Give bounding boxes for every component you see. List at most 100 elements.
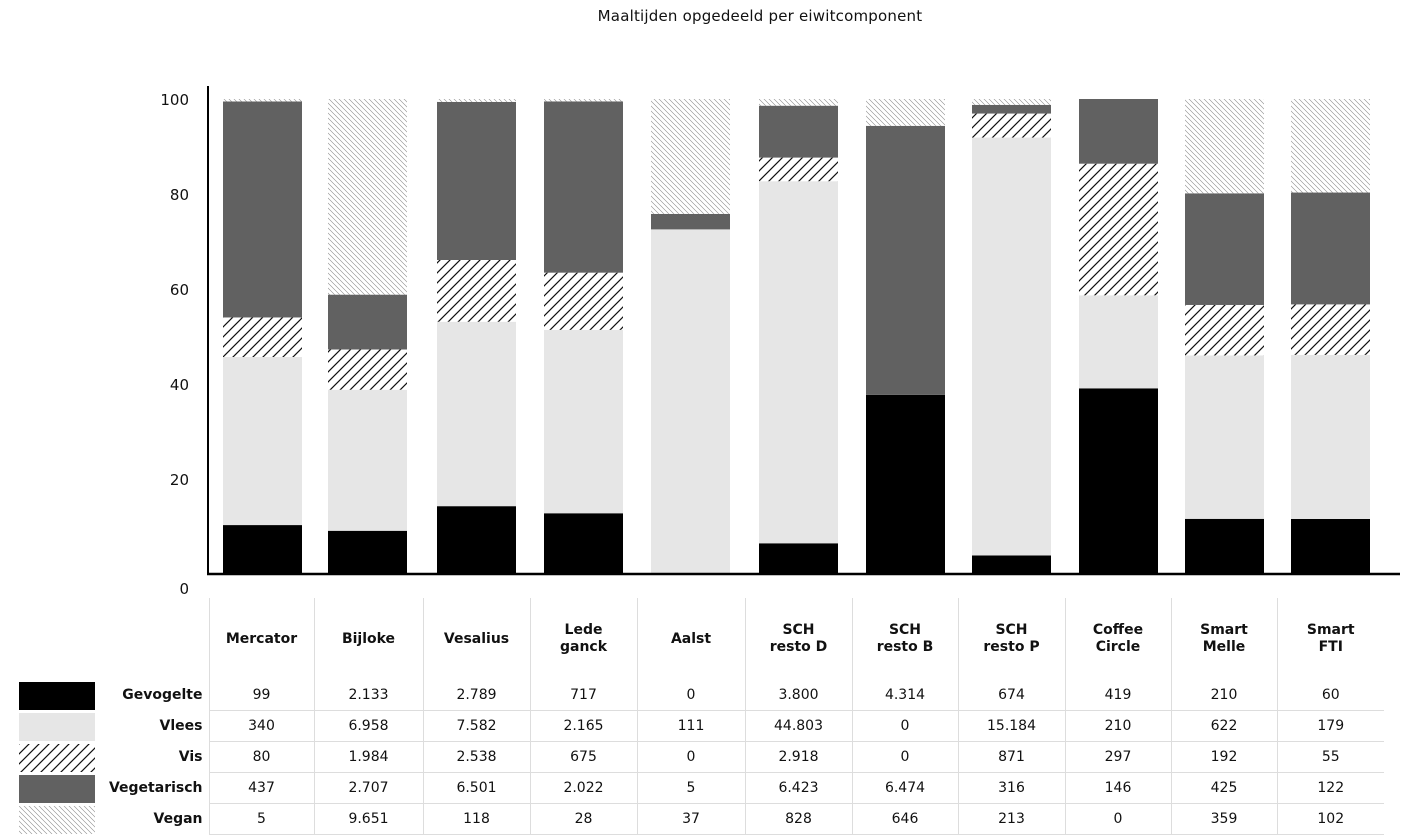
bar-segment-mercator-vegan [223, 99, 302, 102]
table-cell: 122 [1276, 772, 1384, 804]
table-cell: 2.022 [529, 772, 637, 804]
bar-segment-sch-resto-p-gevogelte [972, 555, 1051, 574]
series-label: Vegan [153, 811, 203, 827]
bar-segment-vesalius-gevogelte [437, 506, 516, 574]
bar-segment-smart-melle-vegetarisch [1185, 193, 1264, 305]
column-header-sch-resto-d: SCH resto D [744, 598, 852, 680]
column-header-smart-melle: Smart Melle [1170, 598, 1277, 680]
table-cell: 0 [851, 741, 958, 773]
table-cell: 5 [208, 803, 314, 835]
table-row-vegan: Vegan 5 9.651 118 28 37 828 646 213 0 359 102 [0, 803, 1384, 835]
bar-segment-aalst-vegetarisch [651, 213, 730, 230]
series-label: Vlees [159, 718, 203, 734]
bar-segment-sch-resto-d-vlees [759, 181, 838, 544]
table-cell: 419 [1064, 680, 1171, 711]
bar-segment-lede-ganck-vegetarisch [544, 101, 623, 273]
y-tick-label: 40 [170, 376, 189, 394]
bar-segment-aalst-vlees [651, 229, 730, 574]
table-cell: 3.800 [744, 680, 852, 711]
column-header-line: Mercator [225, 630, 298, 647]
table-cell: 80 [208, 741, 314, 773]
bar-segment-sch-resto-b-vegetarisch [866, 125, 945, 395]
table-cell: 6.501 [422, 772, 530, 804]
table-cell: 146 [1064, 772, 1171, 804]
column-header-mercator: Mercator [208, 598, 314, 680]
column-header-line: Bijloke [341, 630, 396, 647]
bar-segment-bijloke-vis [328, 349, 407, 390]
column-header-line: Coffee [1092, 622, 1144, 638]
bar-segment-bijloke-vegetarisch [328, 294, 407, 350]
table-cell: 4.314 [851, 680, 958, 711]
legend-swatch-vegetarisch [19, 774, 95, 803]
bar-segment-sch-resto-b-vegan [866, 99, 945, 126]
y-tick-label: 60 [170, 281, 189, 299]
table-row-vegetarisch: Vegetarisch 437 2.707 6.501 2.022 5 6.423 6.474… [0, 772, 1384, 804]
column-header-line: SCH [888, 622, 922, 638]
legend-swatch-cell [0, 711, 100, 742]
table-cell: 316 [957, 772, 1065, 804]
chart-title: Maaltijden opgedeeld per eiwitcomponent [597, 7, 923, 25]
table-cell: 55 [1276, 741, 1384, 773]
column-header-lede-ganck: Lede ganck [529, 598, 637, 680]
bar-segment-coffee-circle-vegetarisch [1079, 99, 1158, 164]
bar-segment-sch-resto-d-vegetarisch [759, 105, 838, 158]
column-header-line: resto P [983, 639, 1040, 655]
bar-segment-coffee-circle-gevogelte [1079, 388, 1158, 574]
legend-swatch-cell [0, 742, 100, 773]
table-cell: 0 [636, 741, 745, 773]
table-row-vis: Vis 80 1.984 2.538 675 0 2.918 0 871 297 192 55 [0, 741, 1384, 773]
table-cell: 6.423 [744, 772, 852, 804]
table-cell: 28 [529, 803, 637, 835]
table-cell: 675 [529, 741, 637, 773]
table-cell: 192 [1170, 741, 1277, 773]
table-cell: 118 [422, 803, 530, 835]
table-cell: 15.184 [957, 710, 1065, 742]
series-label: Gevogelte [122, 687, 203, 704]
bar-segment-mercator-vegetarisch [223, 101, 302, 318]
legend-swatch-gevogelte [19, 681, 95, 710]
bar-segment-bijloke-vlees [328, 389, 407, 531]
bar-segment-mercator-gevogelte [223, 525, 302, 574]
table-cell: 6.474 [851, 772, 958, 804]
table-cell: 210 [1064, 710, 1171, 742]
table-cell: 37 [636, 803, 745, 835]
table-cell: 6.958 [313, 710, 423, 742]
column-header-sch-resto-p: SCH resto P [957, 598, 1065, 680]
table-cell: 0 [1064, 803, 1171, 835]
stacked-bar-chart: 0 20 40 60 80 100 [160, 86, 1400, 598]
column-header-line: ganck [559, 639, 608, 655]
legend-swatch-vlees [19, 712, 95, 741]
bar-segment-smart-melle-vlees [1185, 355, 1264, 519]
legend-swatch-cell [0, 804, 100, 835]
column-header-line: SCH [782, 622, 815, 638]
column-header-line: Vesalius [443, 630, 510, 647]
bar-segment-sch-resto-d-gevogelte [759, 543, 838, 574]
legend-swatch-vis [19, 743, 95, 772]
y-tick-label: 100 [160, 91, 189, 109]
column-header-line: Aalst [670, 630, 712, 647]
legend-swatch-fill [19, 681, 95, 710]
legend-swatch-cell [0, 773, 100, 804]
series-label: Vis [178, 749, 203, 765]
column-header-line: Smart [1306, 622, 1355, 638]
column-header-sch-resto-b: SCH resto B [851, 598, 958, 680]
table-cell: 297 [1064, 741, 1171, 773]
column-header-coffee-circle: Coffee Circle [1064, 598, 1171, 680]
column-header-line: FTI [1318, 639, 1343, 655]
bar-segment-mercator-vis [223, 317, 302, 358]
table-cell: 0 [636, 680, 745, 711]
bar-segment-sch-resto-p-vis [972, 113, 1051, 138]
table-cell: 111 [636, 710, 745, 742]
table-cell: 0 [851, 710, 958, 742]
bar-segment-smart-melle-gevogelte [1185, 518, 1264, 574]
series-label: Vegetarisch [108, 780, 203, 796]
table-cell: 622 [1170, 710, 1277, 742]
column-header-aalst: Aalst [636, 598, 745, 680]
table-cell: 2.133 [313, 680, 423, 711]
column-header-line: Smart [1200, 622, 1248, 638]
bar-segment-smart-fti-vis [1291, 304, 1370, 355]
bar-segment-sch-resto-b-gevogelte [866, 394, 945, 574]
bar-segment-vesalius-vegetarisch [437, 101, 516, 261]
bar-segment-vesalius-vlees [437, 321, 516, 507]
bar-segment-sch-resto-p-vlees [972, 137, 1051, 556]
